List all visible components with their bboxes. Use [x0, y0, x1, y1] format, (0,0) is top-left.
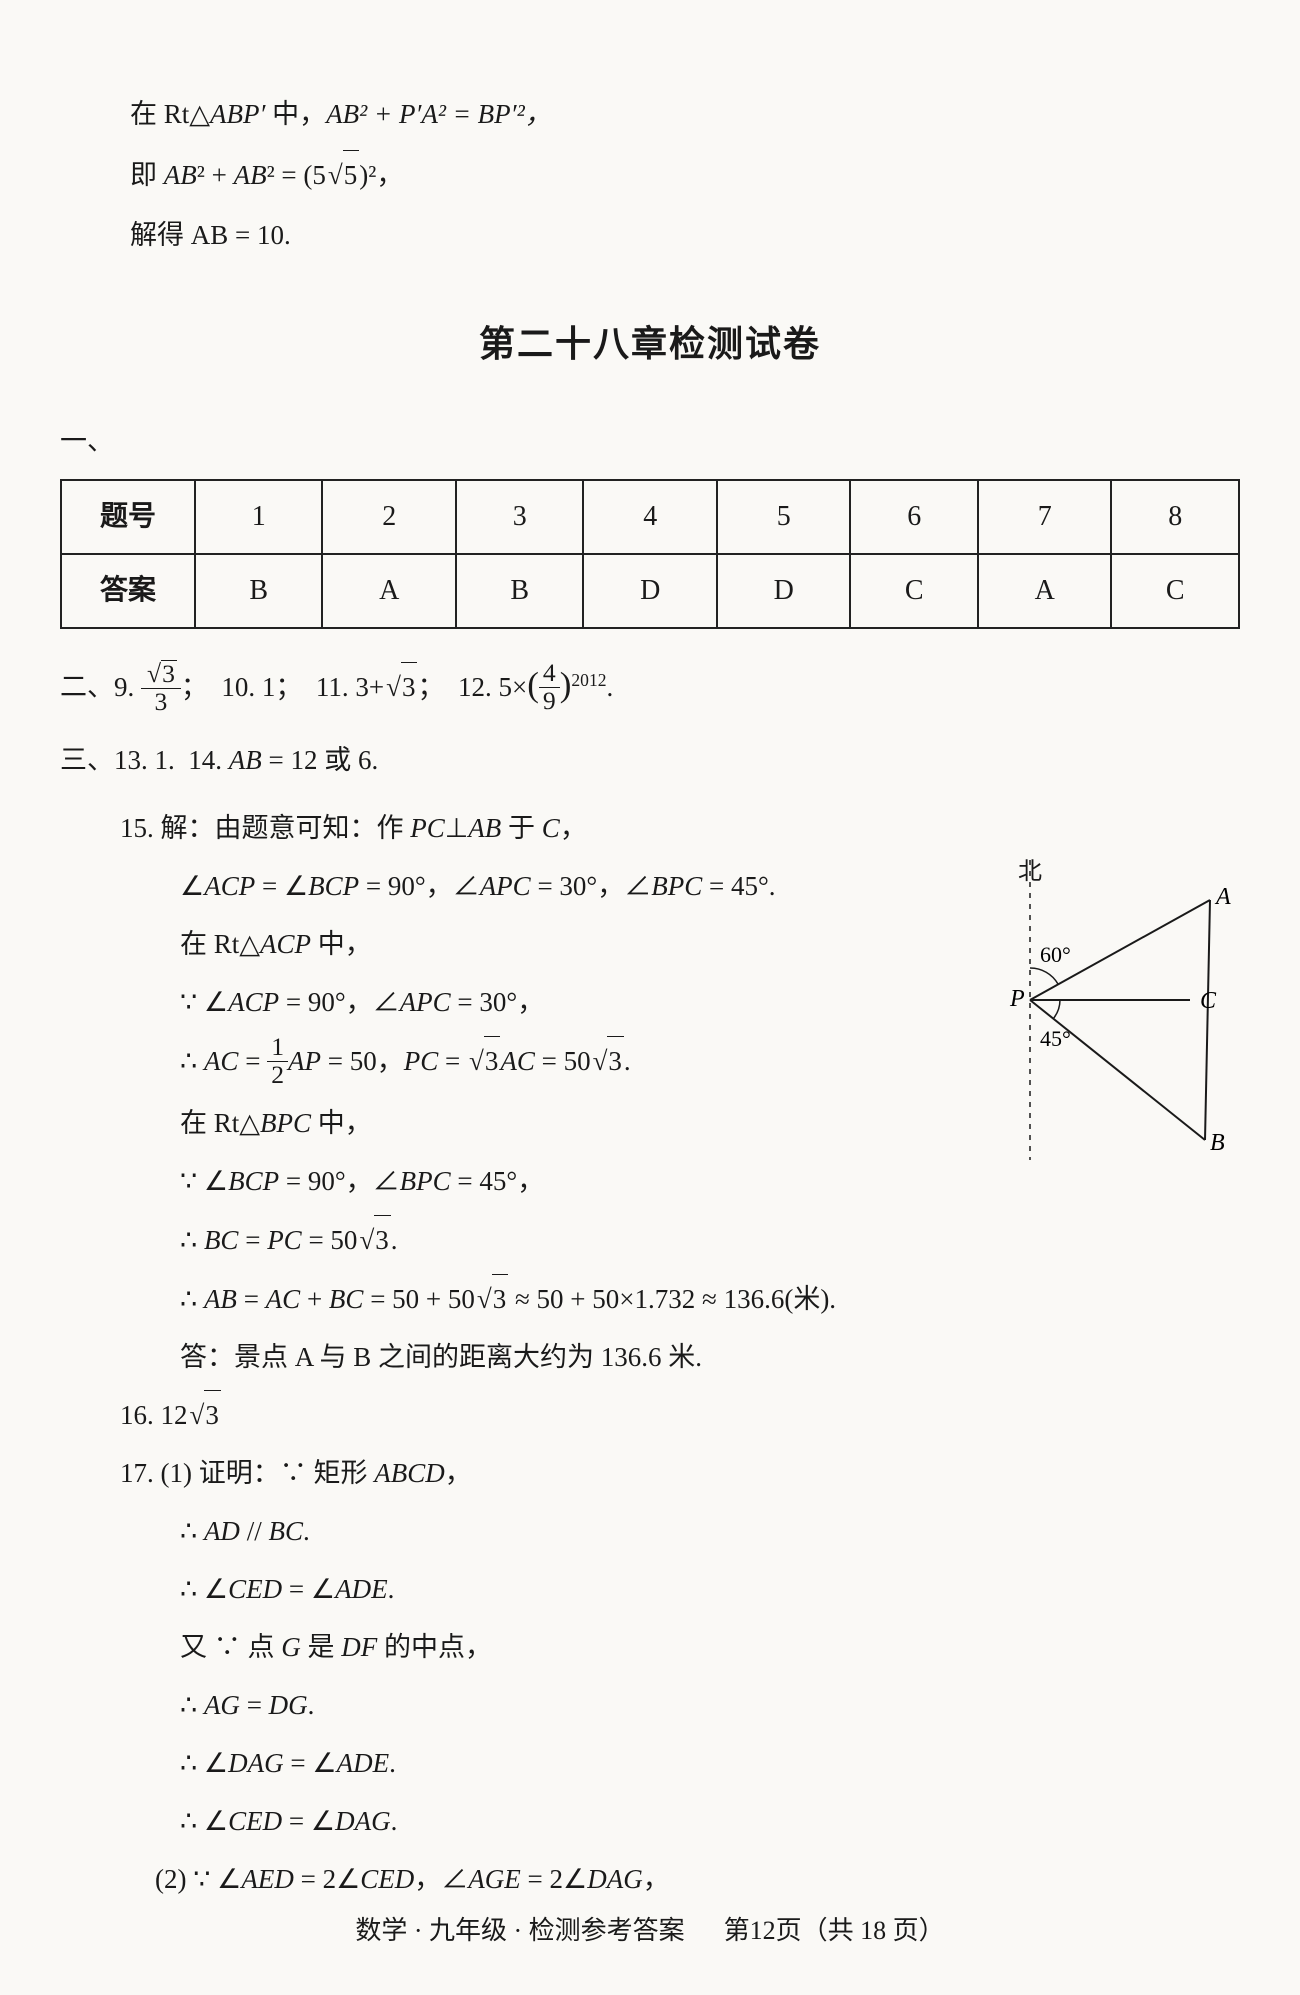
q17-l4: ∴ AG = DG. — [180, 1681, 1240, 1731]
q17-l6: ∴ ∠CED = ∠DAG. — [180, 1797, 1240, 1847]
intro-block: 在 Rt△ABP′ 中，AB² + P′A² = BP′²， 即 AB² + A… — [130, 90, 1240, 261]
ans-header: 答案 — [61, 554, 195, 628]
q17-l3: 又 ∵ 点 G 是 DF 的中点， — [180, 1623, 1240, 1673]
arc-45 — [1053, 1000, 1060, 1019]
q17-l5: ∴ ∠DAG = ∠ADE. — [180, 1739, 1240, 1789]
row-header: 题号 — [61, 480, 195, 554]
arc-60 — [1030, 968, 1058, 984]
col-num: 8 — [1111, 480, 1239, 554]
ans-cell: B — [456, 554, 583, 628]
q15-l8: ∴ AB = AC + BC = 50 + 503 ≈ 50 + 50×1.73… — [180, 1274, 1240, 1325]
intro-line-3: 解得 AB = 10. — [130, 211, 1240, 261]
ans-cell: D — [583, 554, 717, 628]
equation: AB² + P′A² = BP′²， — [326, 99, 552, 129]
section-2-line: 二、9. 33； 10. 1； 11. 3+3； 12. 5×(49)2012. — [60, 653, 1240, 718]
section-1-label: 一、 — [60, 417, 1240, 467]
table-row-header: 题号 1 2 3 4 5 6 7 8 — [61, 480, 1239, 554]
label-60: 60° — [1040, 942, 1071, 967]
ans-cell: A — [978, 554, 1112, 628]
table-row-answers: 答案 B A B D D C A C — [61, 554, 1239, 628]
col-num: 6 — [850, 480, 977, 554]
page: 在 Rt△ABP′ 中，AB² + P′A² = BP′²， 即 AB² + A… — [0, 0, 1300, 1995]
q17-l1: ∴ AD // BC. — [180, 1507, 1240, 1557]
label-45: 45° — [1040, 1026, 1071, 1051]
label-P: P — [1009, 986, 1025, 1012]
col-num: 5 — [717, 480, 851, 554]
ans-cell: C — [1111, 554, 1239, 628]
q17-l2: ∴ ∠CED = ∠ADE. — [180, 1565, 1240, 1615]
col-num: 3 — [456, 480, 583, 554]
ans-cell: A — [322, 554, 456, 628]
line-PB — [1030, 1000, 1205, 1140]
label-C: C — [1200, 988, 1217, 1014]
q15-l7: ∴ BC = PC = 503. — [180, 1215, 1240, 1266]
ans-cell: B — [195, 554, 322, 628]
intro-line-2: 即 AB² + AB² = (55)²， — [130, 150, 1240, 201]
q16: 16. 123 — [120, 1390, 1240, 1441]
q17-head: 17. (1) 证明：∵ 矩形 ABCD， — [120, 1449, 1240, 1499]
q15-l9: 答：景点 A 与 B 之间的距离大约为 136.6 米. — [180, 1333, 1240, 1383]
line-AB — [1205, 900, 1210, 1140]
frac-den: 2 — [267, 1062, 288, 1089]
section-3-label: 三、 — [60, 745, 114, 775]
text: 在 Rt△ — [130, 99, 210, 129]
north-label: 北 — [1018, 850, 1042, 894]
triangle-name: ABP′ — [210, 99, 265, 129]
section-2-label: 二、 — [60, 672, 114, 702]
ans-cell: D — [717, 554, 851, 628]
page-footer: 数学 · 九年级 · 检测参考答案 第12页（共 18 页） — [0, 1907, 1300, 1955]
col-num: 7 — [978, 480, 1112, 554]
label-A: A — [1214, 884, 1231, 910]
ans-cell: C — [850, 554, 977, 628]
chapter-title: 第二十八章检测试卷 — [60, 311, 1240, 378]
col-num: 1 — [195, 480, 322, 554]
answer-table: 题号 1 2 3 4 5 6 7 8 答案 B A B D D C A C — [60, 479, 1240, 629]
geometry-diagram: 北 P A C B 60° 45° — [980, 850, 1240, 1170]
diagram-svg: P A C B 60° 45° — [980, 850, 1240, 1170]
col-num: 2 — [322, 480, 456, 554]
col-num: 4 — [583, 480, 717, 554]
label-B: B — [1210, 1130, 1225, 1156]
frac-num: 1 — [267, 1034, 288, 1062]
intro-line-1: 在 Rt△ABP′ 中，AB² + P′A² = BP′²， — [130, 90, 1240, 140]
text: 中， — [265, 99, 326, 129]
footer-right: 第12页（共 18 页） — [724, 1916, 945, 1945]
footer-left: 数学 · 九年级 · 检测参考答案 — [355, 1916, 684, 1945]
section-3-line-1: 三、13. 1. 14. AB = 12 或 6. — [60, 736, 1240, 786]
q15-head: 15. 解：由题意可知：作 PC⊥AB 于 C， — [120, 804, 1240, 854]
q17-l7: (2) ∵ ∠AED = 2∠CED，∠AGE = 2∠DAG， — [155, 1855, 1240, 1905]
